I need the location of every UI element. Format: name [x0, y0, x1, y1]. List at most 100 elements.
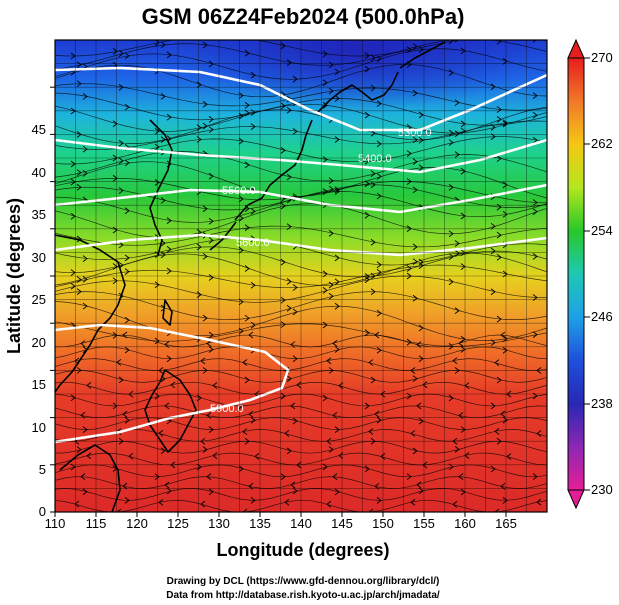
streamline-arrow — [154, 337, 160, 345]
streamline-arrow — [286, 447, 292, 455]
streamline-arrow — [454, 249, 460, 257]
streamline-arrow — [376, 100, 382, 108]
streamline-arrow — [334, 488, 340, 496]
streamline-arrow — [112, 120, 118, 128]
streamline-arrow — [212, 382, 218, 389]
x-tick-135: 135 — [249, 516, 271, 531]
streamline-arrow — [112, 277, 118, 285]
streamline-arrow — [380, 453, 386, 460]
streamline-arrow — [364, 276, 370, 284]
y-tick-30: 30 — [32, 250, 46, 265]
streamline-arrow — [370, 238, 376, 246]
streamline-arrow — [280, 146, 286, 154]
streamline-arrow — [448, 129, 454, 137]
streamline-arrow — [338, 452, 344, 459]
streamline-arrow — [364, 402, 370, 410]
streamline-arrow — [376, 416, 382, 424]
streamline-arrow — [490, 247, 496, 255]
streamline-arrow — [490, 402, 496, 410]
streamline-arrow — [374, 331, 380, 339]
streamline-arrow — [82, 276, 88, 283]
streamline-arrow — [280, 102, 286, 110]
streamline-arrow — [374, 410, 380, 418]
streamline-arrow — [118, 50, 124, 57]
streamline-arrow — [418, 46, 424, 53]
credit-data-source: Data from http://database.rish.kyoto-u.a… — [166, 590, 440, 601]
streamline-arrow — [490, 339, 496, 347]
x-tick-150: 150 — [372, 516, 394, 531]
streamline-arrow — [448, 394, 454, 402]
streamline-arrow — [128, 452, 134, 460]
x-tick-125: 125 — [167, 516, 189, 531]
streamline-arrow — [412, 375, 418, 383]
streamline-arrow — [322, 287, 328, 294]
streamline-arrow — [206, 340, 212, 347]
streamline-arrow — [406, 338, 412, 346]
colorbar-ticks — [584, 57, 590, 491]
streamline-arrow — [160, 92, 166, 100]
streamline-arrow — [82, 93, 88, 100]
taiwan — [162, 299, 173, 326]
streamline-arrow — [80, 340, 86, 347]
streamline-arrow — [532, 111, 538, 119]
credit-drawing: Drawing by DCL (https://www.gfd-dennou.o… — [167, 576, 440, 587]
y-tick-10: 10 — [32, 420, 46, 435]
streamline-arrow — [164, 481, 170, 489]
streamline-arrow — [322, 102, 328, 109]
streamline-arrow — [124, 316, 130, 324]
streamline-arrow — [244, 376, 250, 384]
streamline-arrow — [496, 253, 502, 261]
height-contours — [55, 66, 547, 444]
streamline-arrow — [250, 123, 256, 131]
streamline-arrow — [248, 331, 254, 339]
streamline-arrow — [82, 145, 88, 153]
streamline-arrow — [244, 101, 250, 109]
streamline-arrow — [454, 151, 460, 158]
streamline-arrow — [124, 159, 130, 167]
streamline-arrow — [154, 281, 160, 289]
streamline-arrow — [202, 314, 208, 322]
streamline-arrow — [166, 217, 172, 225]
streamline-arrow — [292, 75, 298, 83]
streamline-arrow — [116, 508, 122, 512]
colorbar-top-arrow — [567, 38, 585, 59]
x-axis: 110 115 120 125 130 135 140 145 150 155 … — [45, 512, 517, 560]
streamline-arrow — [82, 488, 88, 496]
streamline-arrow — [160, 251, 166, 259]
y-tick-marks — [50, 86, 55, 513]
streamline-arrow — [364, 329, 370, 337]
y-axis: 0 5 10 15 20 25 30 35 40 45 Latitude (de… — [4, 86, 55, 519]
streamline-arrow — [491, 33, 495, 39]
streamline-arrow — [448, 69, 454, 76]
streamline-arrow — [376, 261, 382, 269]
streamline-arrow — [494, 359, 500, 367]
streamline-arrow — [334, 302, 340, 310]
contour-5400 — [55, 138, 547, 174]
streamline-arrow — [502, 57, 508, 65]
streamline-arrow — [122, 410, 128, 418]
plot-area: 5300.0 5400.0 5500.0 5600.0 5900.0 — [55, 33, 547, 512]
contour-label-5500: 5500.0 — [222, 185, 256, 197]
x-tick-155: 155 — [413, 516, 435, 531]
streamline-arrow — [490, 465, 496, 473]
streamline-arrow — [418, 487, 424, 495]
colorbar: 270 262 254 246 238 230 — [567, 38, 613, 510]
streamline-arrow — [500, 331, 506, 339]
streamline-arrow — [124, 416, 130, 424]
streamline-arrow — [208, 172, 214, 180]
hokkaido-sakhalin — [317, 71, 399, 113]
streamline-arrow — [112, 174, 118, 182]
streamline-arrow — [502, 416, 508, 424]
streamline-arrow — [332, 473, 338, 481]
streamline-arrow — [286, 278, 292, 285]
streamline-arrow — [166, 246, 172, 253]
streamline-arrow — [250, 207, 256, 215]
streamline-arrow — [370, 84, 376, 92]
streamline-arrow — [238, 402, 244, 410]
streamline-arrow — [376, 309, 382, 317]
streamline-arrow — [364, 111, 370, 119]
streamline-arrow — [248, 410, 254, 418]
x-tick-120: 120 — [126, 516, 148, 531]
streamline-arrow — [170, 381, 176, 389]
streamline-arrow — [412, 186, 418, 194]
